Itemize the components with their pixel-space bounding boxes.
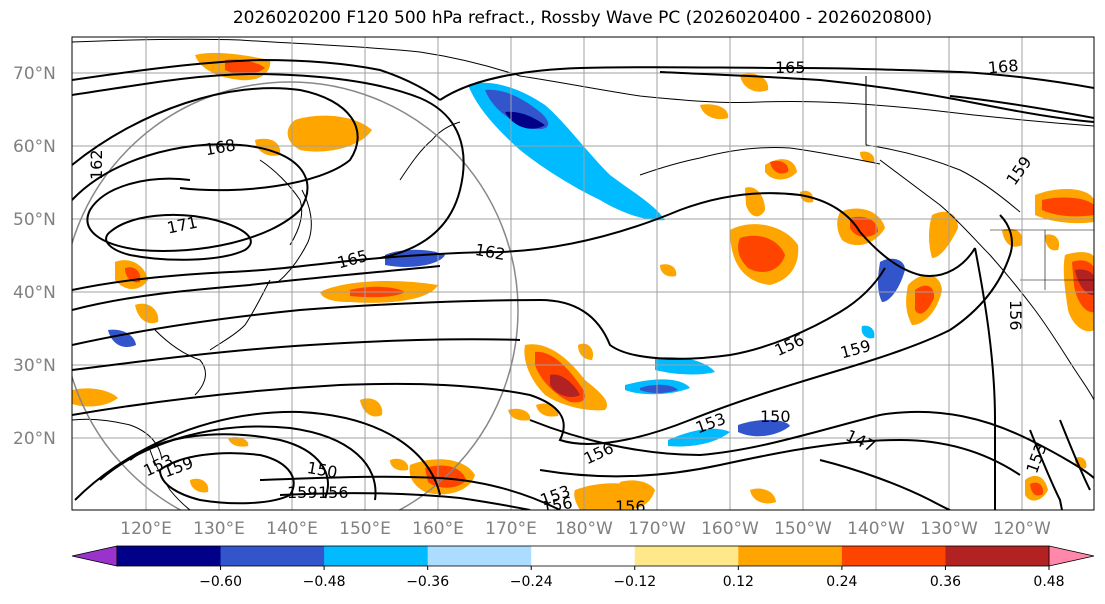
- colorbar-cell: [427, 546, 532, 566]
- lat-label: 30°N: [13, 356, 56, 376]
- colorbar: −0.60 −0.48 −0.36 −0.24 −0.12 0.12 0.24 0.36 0.4…: [71, 545, 1095, 590]
- lat-label: 20°N: [13, 429, 56, 449]
- contour-label: 156: [1006, 300, 1025, 331]
- colorbar-cell: [634, 546, 739, 566]
- lon-label: 140°E: [266, 519, 318, 539]
- colorbar-cell: [841, 546, 946, 566]
- lon-label: 160°W: [701, 519, 759, 539]
- lon-label: 170°E: [485, 519, 537, 539]
- colorbar-tick-label: −0.60: [199, 574, 242, 590]
- colorbar-cell: [220, 546, 325, 566]
- lon-label: 180°W: [555, 519, 613, 539]
- colorbar-cell: [324, 546, 429, 566]
- lon-label: 170°W: [628, 519, 686, 539]
- colorbar-tick-label: 0.48: [1033, 574, 1064, 590]
- colorbar-cell: [945, 546, 1050, 566]
- colorbar-lower-extension: [71, 545, 118, 567]
- contour-labels: 168 171 165 162 162 165 168 159 156 159 …: [87, 56, 1051, 517]
- colorbar-tick-label: 0.36: [930, 574, 961, 590]
- contour-label: 156: [615, 497, 646, 516]
- lon-label: 150°E: [339, 519, 391, 539]
- map-border: [71, 36, 1095, 511]
- colorbar-tick-label: −0.48: [303, 574, 346, 590]
- lat-label: 70°N: [13, 64, 56, 84]
- anomaly-shading: [72, 52, 1094, 510]
- colorbar-frame: [116, 545, 1050, 567]
- contour-label: 168: [987, 56, 1019, 78]
- height-contours: [72, 58, 1094, 510]
- colorbar-cell: [117, 546, 222, 566]
- lon-label: 150°W: [774, 519, 832, 539]
- contour-label: 159: [287, 483, 318, 502]
- colorbar-tick-label: −0.24: [510, 574, 553, 590]
- contour-label: 165: [775, 58, 806, 77]
- lat-label: 50°N: [13, 210, 56, 230]
- contour-label: 150: [760, 407, 791, 426]
- latitude-labels: 70°N 60°N 50°N 40°N 30°N 20°N: [13, 64, 56, 449]
- colorbar-upper-extension: [1048, 545, 1095, 567]
- map-area: [72, 37, 1094, 510]
- contour-label: 156: [318, 483, 349, 502]
- lon-label: 140°W: [847, 519, 905, 539]
- lon-label: 130°W: [920, 519, 978, 539]
- colorbar-cell: [738, 546, 843, 566]
- colorbar-tick-label: −0.12: [613, 574, 656, 590]
- coastlines: [72, 38, 1094, 510]
- lon-label: 130°E: [193, 519, 245, 539]
- longitude-labels: 120°E 130°E 140°E 150°E 160°E 170°E 180°…: [120, 519, 1051, 539]
- lon-label: 120°E: [120, 519, 172, 539]
- colorbar-cell: [531, 546, 636, 566]
- contour-label: 162: [87, 149, 106, 180]
- contour-label: 156: [541, 493, 574, 517]
- colorbar-tick-label: −0.36: [406, 574, 449, 590]
- lon-label: 160°E: [412, 519, 464, 539]
- influence-circle: [72, 81, 519, 510]
- map-title: 2026020200 F120 500 hPa refract., Rossby…: [232, 8, 933, 28]
- lon-label: 120°W: [993, 519, 1051, 539]
- colorbar-tick-label: 0.24: [826, 574, 857, 590]
- colorbar-tick-label: 0.12: [723, 574, 754, 590]
- lat-label: 40°N: [13, 283, 56, 303]
- lat-label: 60°N: [13, 137, 56, 157]
